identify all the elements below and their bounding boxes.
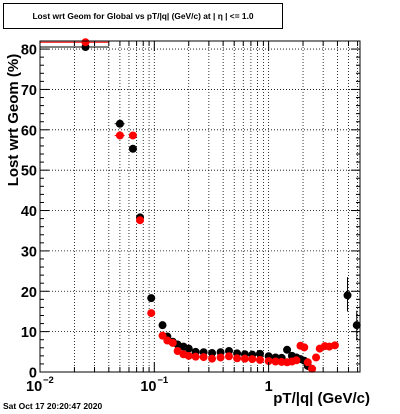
y-tick-label: 20 xyxy=(21,285,37,301)
y-tick-label: 80 xyxy=(21,43,37,59)
grid xyxy=(40,41,360,372)
data-point-black xyxy=(343,291,352,300)
data-point-black xyxy=(128,144,137,153)
data-point-red xyxy=(168,338,177,347)
data-point-black xyxy=(115,119,124,128)
data-point-red xyxy=(264,357,273,366)
data-point-red xyxy=(300,343,309,352)
data-point-red xyxy=(216,353,225,362)
data-point-black xyxy=(147,294,156,303)
x-tick-label: 1 xyxy=(265,379,273,395)
x-tick-label: 10 xyxy=(26,379,42,395)
data-point-black xyxy=(283,345,292,354)
y-axis-label: Lost wrt Geom (%) xyxy=(5,53,22,187)
plot-frame xyxy=(39,40,361,373)
x-tick-label: 10 xyxy=(140,379,156,395)
data-point-red xyxy=(330,341,339,350)
data-point-black xyxy=(255,349,264,358)
x-tick-label-exponent: −1 xyxy=(157,375,169,386)
data-point-red xyxy=(147,309,156,318)
y-tick-label: 50 xyxy=(21,164,37,180)
data-point-red xyxy=(248,355,257,364)
data-point-red xyxy=(240,354,249,363)
data-point-red xyxy=(255,355,264,364)
data-point-red xyxy=(199,353,208,362)
data-point-red xyxy=(184,351,193,360)
data-point-red xyxy=(115,131,124,140)
data-point-red xyxy=(271,357,280,366)
data-point-red xyxy=(81,38,90,47)
data-point-black xyxy=(208,349,217,358)
timestamp: Sat Oct 17 20:20:47 2020 xyxy=(3,401,103,411)
data-point-black xyxy=(158,321,167,330)
data-point-red xyxy=(312,353,321,362)
x-axis-label: pT/|q| (GeV/c) xyxy=(273,390,370,407)
y-tick-label: 10 xyxy=(21,325,37,341)
y-tick-label: 60 xyxy=(21,123,37,139)
data-point-red xyxy=(136,216,145,225)
y-tick-label: 70 xyxy=(21,83,37,99)
data-point-red xyxy=(292,356,301,365)
data-point-red xyxy=(191,352,200,361)
data-point-black xyxy=(184,344,193,353)
data-point-red xyxy=(233,354,242,363)
data-point-red xyxy=(224,352,233,361)
y-tick-label: 40 xyxy=(21,204,37,220)
data-point-red xyxy=(128,131,137,140)
data-point-red xyxy=(173,347,182,356)
data-points xyxy=(40,38,361,373)
chart-title: Lost wrt Geom for Global vs pT/|q| (GeV/… xyxy=(3,3,283,29)
data-point-red xyxy=(303,358,312,367)
y-tick-label: 30 xyxy=(21,244,37,260)
data-point-red xyxy=(308,364,317,373)
x-tick-label-exponent: −2 xyxy=(43,375,54,386)
data-point-red xyxy=(208,354,217,363)
y-tick-label: 0 xyxy=(29,366,37,382)
